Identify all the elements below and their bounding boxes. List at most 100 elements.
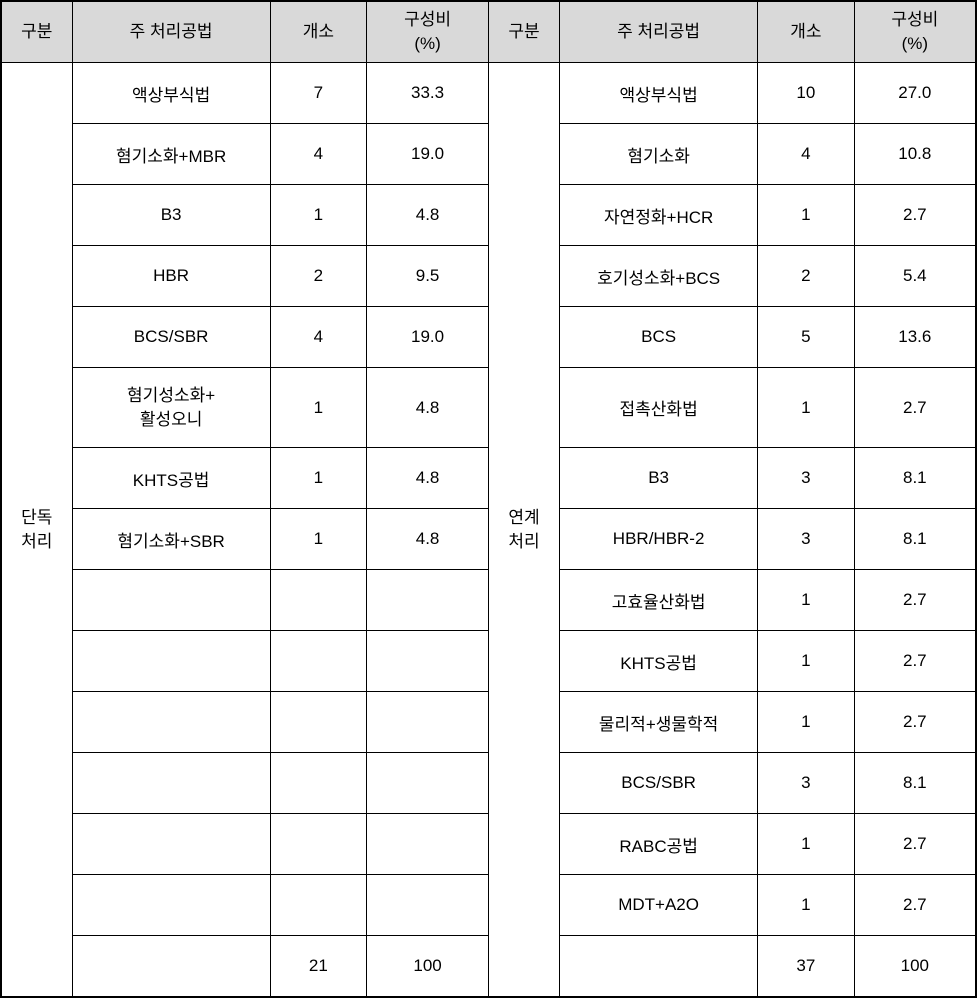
- cell-ratio: 33.3: [367, 63, 489, 124]
- cell-method: 접촉산화법: [560, 368, 758, 448]
- cell-method: HBR/HBR-2: [560, 509, 758, 570]
- cell-method: 혐기성소화+활성오니: [72, 368, 270, 448]
- cell-method: [72, 814, 270, 875]
- cell-ratio: 2.7: [854, 631, 976, 692]
- cell-ratio: 100: [367, 936, 489, 998]
- cell-count: 37: [758, 936, 854, 998]
- cell-count: 4: [270, 124, 366, 185]
- cell-ratio: 10.8: [854, 124, 976, 185]
- header-method-right: 주 처리공법: [560, 1, 758, 63]
- table-row: 단독처리 액상부식법 7 33.3 연계처리 액상부식법 10 27.0: [1, 63, 976, 124]
- cell-method: [72, 692, 270, 753]
- cell-count: [270, 692, 366, 753]
- cell-method: 혐기소화+SBR: [72, 509, 270, 570]
- cell-ratio: 4.8: [367, 509, 489, 570]
- cell-count: 3: [758, 509, 854, 570]
- cell-count: 3: [758, 753, 854, 814]
- cell-ratio: [367, 570, 489, 631]
- cell-method: B3: [72, 185, 270, 246]
- cell-count: 21: [270, 936, 366, 998]
- cell-method: KHTS공법: [72, 448, 270, 509]
- cell-ratio: 9.5: [367, 246, 489, 307]
- cell-count: 1: [758, 570, 854, 631]
- cell-ratio: 5.4: [854, 246, 976, 307]
- cell-method: 물리적+생물학적: [560, 692, 758, 753]
- cell-ratio: 8.1: [854, 509, 976, 570]
- category-left: 단독처리: [1, 63, 72, 998]
- cell-ratio: [367, 692, 489, 753]
- cell-ratio: 2.7: [854, 570, 976, 631]
- cell-method: B3: [560, 448, 758, 509]
- cell-method: 자연정화+HCR: [560, 185, 758, 246]
- cell-count: 7: [270, 63, 366, 124]
- cell-count: 3: [758, 448, 854, 509]
- cell-method: [72, 570, 270, 631]
- cell-count: 4: [270, 307, 366, 368]
- cell-method: [72, 936, 270, 998]
- header-ratio-right: 구성비(%): [854, 1, 976, 63]
- cell-count: 1: [758, 368, 854, 448]
- header-gubun-right: 구분: [489, 1, 560, 63]
- cell-ratio: 13.6: [854, 307, 976, 368]
- header-method-left: 주 처리공법: [72, 1, 270, 63]
- cell-ratio: 19.0: [367, 307, 489, 368]
- cell-ratio: 4.8: [367, 368, 489, 448]
- cell-method: BCS: [560, 307, 758, 368]
- cell-method: [72, 875, 270, 936]
- cell-count: 1: [758, 631, 854, 692]
- cell-method: 혐기소화+MBR: [72, 124, 270, 185]
- cell-method: 액상부식법: [560, 63, 758, 124]
- cell-method: MDT+A2O: [560, 875, 758, 936]
- cell-count: 5: [758, 307, 854, 368]
- cell-ratio: 2.7: [854, 692, 976, 753]
- cell-count: 1: [758, 692, 854, 753]
- cell-count: 1: [758, 185, 854, 246]
- cell-ratio: 2.7: [854, 368, 976, 448]
- cell-ratio: 19.0: [367, 124, 489, 185]
- cell-count: 1: [270, 448, 366, 509]
- cell-count: 1: [758, 814, 854, 875]
- cell-method: 호기성소화+BCS: [560, 246, 758, 307]
- cell-ratio: [367, 875, 489, 936]
- cell-ratio: 2.7: [854, 875, 976, 936]
- cell-method: BCS/SBR: [560, 753, 758, 814]
- cell-method: RABC공법: [560, 814, 758, 875]
- cell-ratio: 8.1: [854, 753, 976, 814]
- cell-ratio: 8.1: [854, 448, 976, 509]
- cell-count: [270, 631, 366, 692]
- cell-ratio: 27.0: [854, 63, 976, 124]
- cell-count: 4: [758, 124, 854, 185]
- cell-count: 1: [758, 875, 854, 936]
- header-ratio-left: 구성비(%): [367, 1, 489, 63]
- cell-ratio: [367, 753, 489, 814]
- cell-count: 1: [270, 509, 366, 570]
- cell-count: [270, 814, 366, 875]
- cell-count: [270, 753, 366, 814]
- cell-count: 10: [758, 63, 854, 124]
- header-count-left: 개소: [270, 1, 366, 63]
- cell-ratio: 2.7: [854, 185, 976, 246]
- cell-method: [72, 753, 270, 814]
- cell-ratio: 4.8: [367, 185, 489, 246]
- cell-count: 2: [270, 246, 366, 307]
- cell-count: [270, 570, 366, 631]
- cell-method: 액상부식법: [72, 63, 270, 124]
- cell-count: [270, 875, 366, 936]
- cell-method: 혐기소화: [560, 124, 758, 185]
- cell-ratio: 100: [854, 936, 976, 998]
- cell-method: KHTS공법: [560, 631, 758, 692]
- cell-ratio: [367, 631, 489, 692]
- cell-count: 1: [270, 185, 366, 246]
- cell-count: 2: [758, 246, 854, 307]
- cell-method: [560, 936, 758, 998]
- table-container: 구분 주 처리공법 개소 구성비(%) 구분 주 처리공법 개소 구성비(%) …: [0, 0, 977, 998]
- cell-ratio: 4.8: [367, 448, 489, 509]
- cell-count: 1: [270, 368, 366, 448]
- header-gubun-left: 구분: [1, 1, 72, 63]
- cell-method: [72, 631, 270, 692]
- category-right: 연계처리: [489, 63, 560, 998]
- treatment-methods-table: 구분 주 처리공법 개소 구성비(%) 구분 주 처리공법 개소 구성비(%) …: [0, 0, 977, 998]
- cell-method: HBR: [72, 246, 270, 307]
- cell-method: 고효율산화법: [560, 570, 758, 631]
- header-count-right: 개소: [758, 1, 854, 63]
